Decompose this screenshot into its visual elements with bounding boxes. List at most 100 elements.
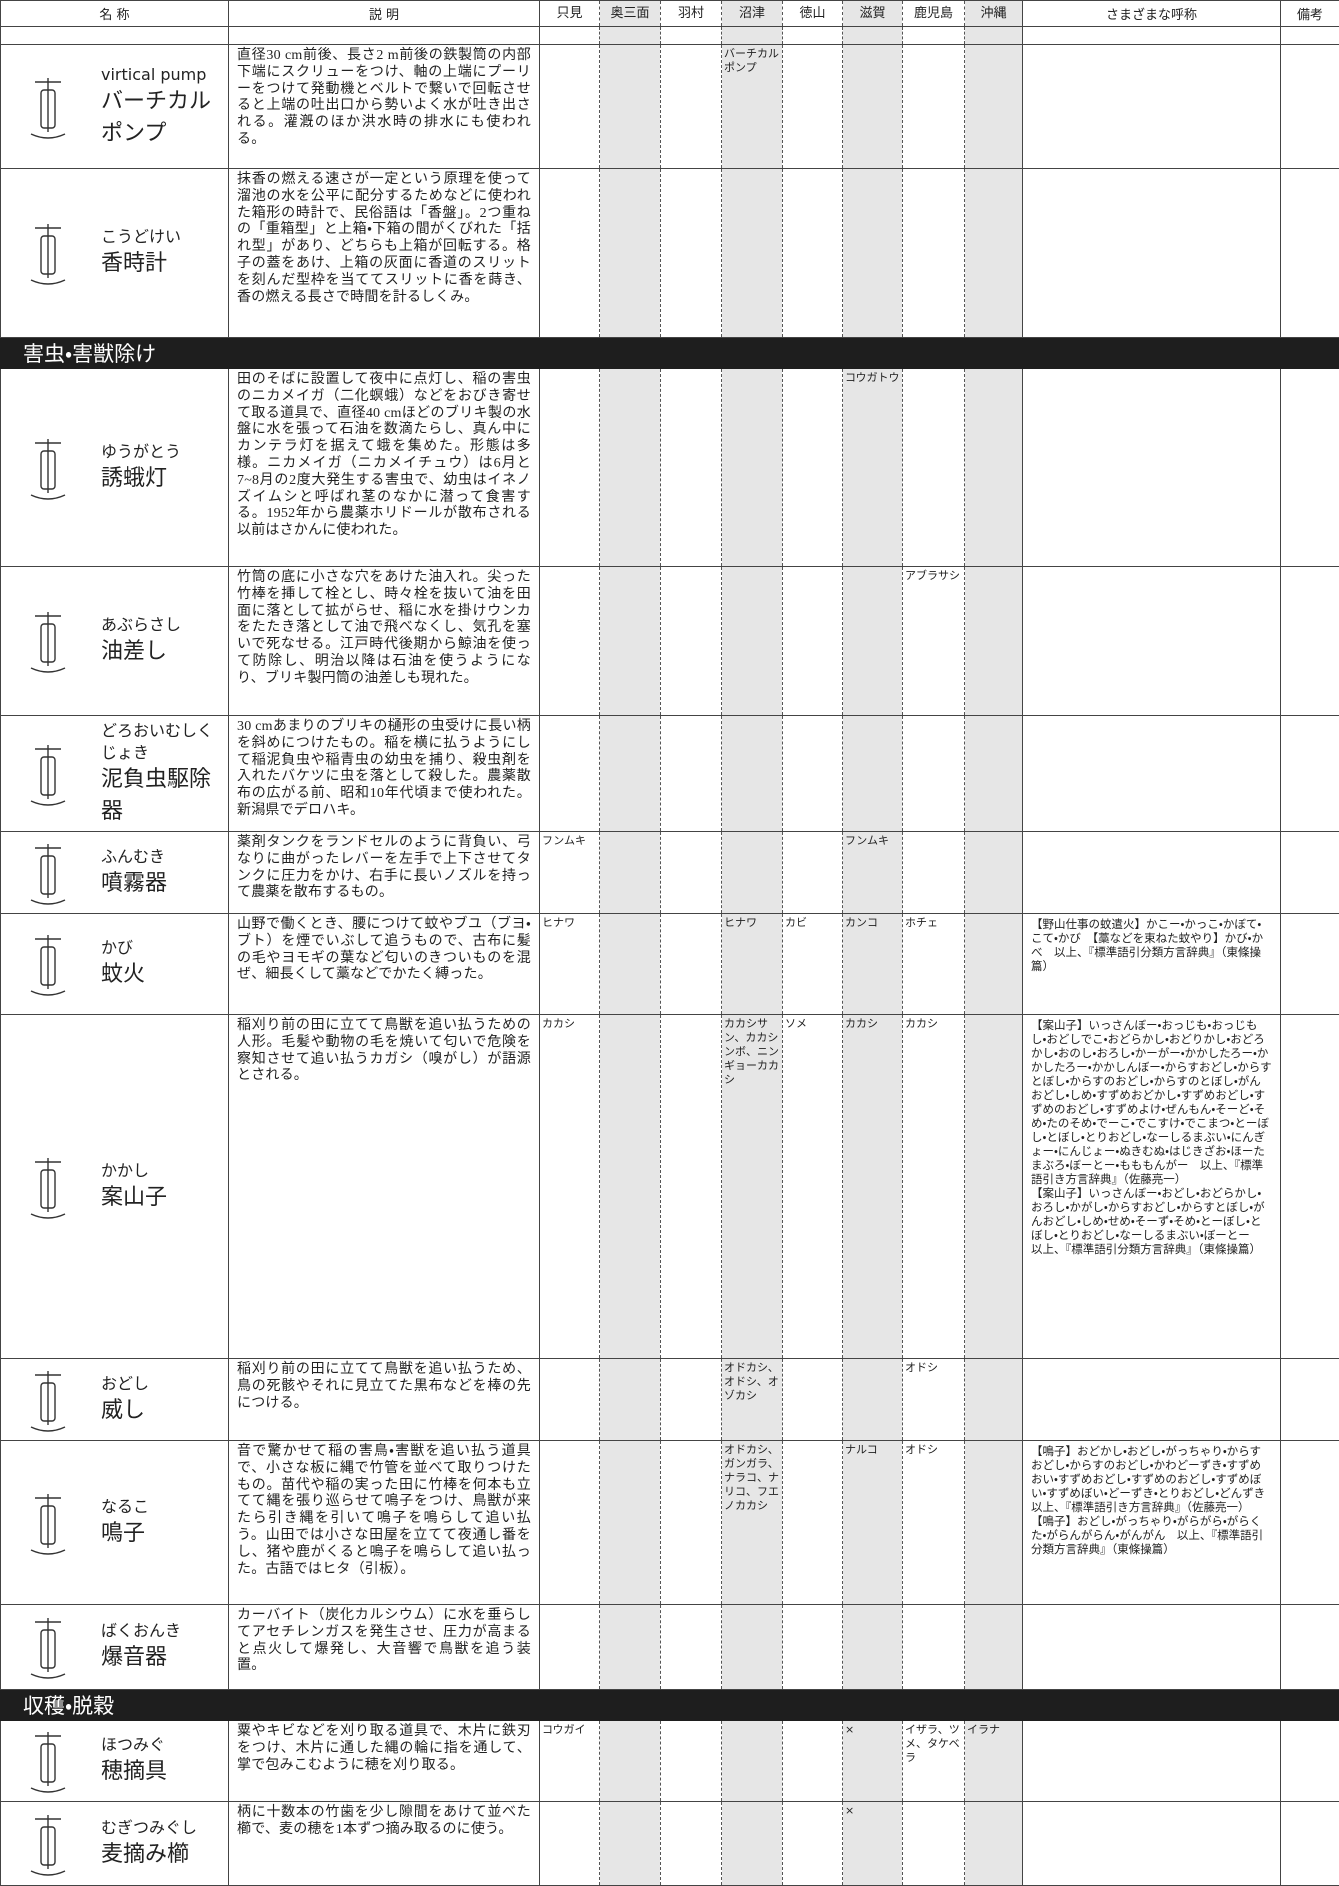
region-term [843,1359,903,1441]
region-term [965,1802,1023,1886]
column-header: 沖縄 [965,1,1023,27]
region-term [965,716,1023,832]
region-term: コウガトウ [843,369,903,567]
tool-row: かび蚊火山野で働くとき、腰につけて蚊やブユ（ブヨ・ブト）を煙でいぶして追うもので… [1,914,1339,1015]
description: 抹香の燃える速さが一定という原理を使って溜池の水を公平に配分するためなどに使われ… [229,169,540,338]
tool-illustration [13,838,83,908]
notes [1281,169,1339,338]
column-header: 備考 [1281,1,1339,27]
region-term: ナルコ [843,1441,903,1605]
region-term: フンムキ [540,832,600,914]
region-term [600,1441,661,1605]
region-term [965,1015,1023,1359]
region-term [783,169,843,338]
tool-reading: こうどけい [101,226,228,248]
region-term [843,567,903,716]
region-term: オドシ [903,1359,965,1441]
region-term [600,1015,661,1359]
region-term: オドカシ、ガンガラ、ナラコ、ナリコ、フエノカカシ [722,1441,783,1605]
tool-names: おどし威し [101,1373,228,1427]
region-term [903,369,965,567]
region-term [783,45,843,169]
region-term: バーチカルポンプ [722,45,783,169]
region-term: オドシ [903,1441,965,1605]
notes [1281,832,1339,914]
other-names [1023,1359,1281,1441]
region-term [661,1605,722,1690]
other-names [1023,1721,1281,1802]
region-term: フンムキ [843,832,903,914]
region-term [722,1802,783,1886]
tool-illustration [13,1726,83,1796]
column-header: 滋賀 [843,1,903,27]
region-term [903,169,965,338]
tool-name-cell: ばくおんき爆音器 [1,1605,229,1690]
section-title: 収穫・脱穀 [1,1690,1339,1721]
tool-illustration [13,929,83,999]
tool-names: かかし案山子 [101,1160,228,1214]
region-term [903,1605,965,1690]
region-term: ホチェ [903,914,965,1015]
tool-name: 穂摘具 [101,1756,228,1788]
region-term: ヒナワ [722,914,783,1015]
tool-names: あぶらさし油差し [101,614,228,668]
cell [722,27,783,45]
region-term: アブラサシ [903,567,965,716]
description: 山野で働くとき、腰につけて蚊やブユ（ブヨ・ブト）を煙でいぶして追うもので、古布に… [229,914,540,1015]
other-names: 【鳴子】おどかし・おどし・がっちゃり・からすおどし・からすのおどし・かわどーずき… [1023,1441,1281,1605]
tool-names: なるこ鳴子 [101,1496,228,1550]
region-term: コウガイ [540,1721,600,1802]
other-names [1023,45,1281,169]
tool-row: おどし威し稲刈り前の田に立てて鳥獣を追い払うため、鳥の死骸やそれに見立てた黒布な… [1,1359,1339,1441]
other-names [1023,1605,1281,1690]
tool-name: 鳴子 [101,1518,228,1550]
tool-row: ばくおんき爆音器カーバイト（炭化カルシウム）に水を垂らしてアセチレンガスを発生さ… [1,1605,1339,1690]
cell [540,27,600,45]
tool-name-cell: あぶらさし油差し [1,567,229,716]
description: 粟やキビなどを刈り取る道具で、木片に鉄刃をつけ、木片に通した縄の輪に指を通して、… [229,1721,540,1802]
other-names [1023,567,1281,716]
cell [903,27,965,45]
column-header: さまざまな呼称 [1023,1,1281,27]
region-term [783,1802,843,1886]
tool-name: 威し [101,1395,228,1427]
other-names [1023,369,1281,567]
tool-reading: かかし [101,1160,228,1182]
tool-name: 蚊火 [101,959,228,991]
region-term [965,832,1023,914]
tool-reading: virtical pump [101,64,228,86]
column-header: 只見 [540,1,600,27]
notes [1281,716,1339,832]
tool-name-cell: かび蚊火 [1,914,229,1015]
region-term [661,45,722,169]
tool-name-cell: なるこ鳴子 [1,1441,229,1605]
description: 薬剤タンクをランドセルのように背負い、弓なりに曲がったレバーを左手で上下させてタ… [229,832,540,914]
region-term: ヒナワ [540,914,600,1015]
tool-name-cell: こうどけい香時計 [1,169,229,338]
other-names [1023,832,1281,914]
region-term [783,1721,843,1802]
other-names [1023,1802,1281,1886]
region-term [540,1359,600,1441]
section-row: 害虫・害獣除け [1,338,1339,369]
spacer-row [1,27,1339,45]
tool-illustration [13,1488,83,1558]
region-term [600,1802,661,1886]
region-term: カカシ [540,1015,600,1359]
region-term [722,1605,783,1690]
region-term [600,567,661,716]
region-term: カビ [783,914,843,1015]
tool-row: むぎつみぐし麦摘み櫛柄に十数本の竹歯を少し隙間をあけて並べた櫛で、麦の穂を1本ず… [1,1802,1339,1886]
tool-name-cell: むぎつみぐし麦摘み櫛 [1,1802,229,1886]
tool-name: 案山子 [101,1182,228,1214]
description: 稲刈り前の田に立てて鳥獣を追い払うため、鳥の死骸やそれに見立てた黒布などを棒の先… [229,1359,540,1441]
column-header: 徳山 [783,1,843,27]
region-term [843,716,903,832]
tool-names: どろおいむしくじょき泥負虫駆除器 [101,720,228,828]
tool-name: 爆音器 [101,1642,228,1674]
region-term [965,914,1023,1015]
column-header: 鹿児島 [903,1,965,27]
region-term: × [843,1802,903,1886]
region-term [661,716,722,832]
